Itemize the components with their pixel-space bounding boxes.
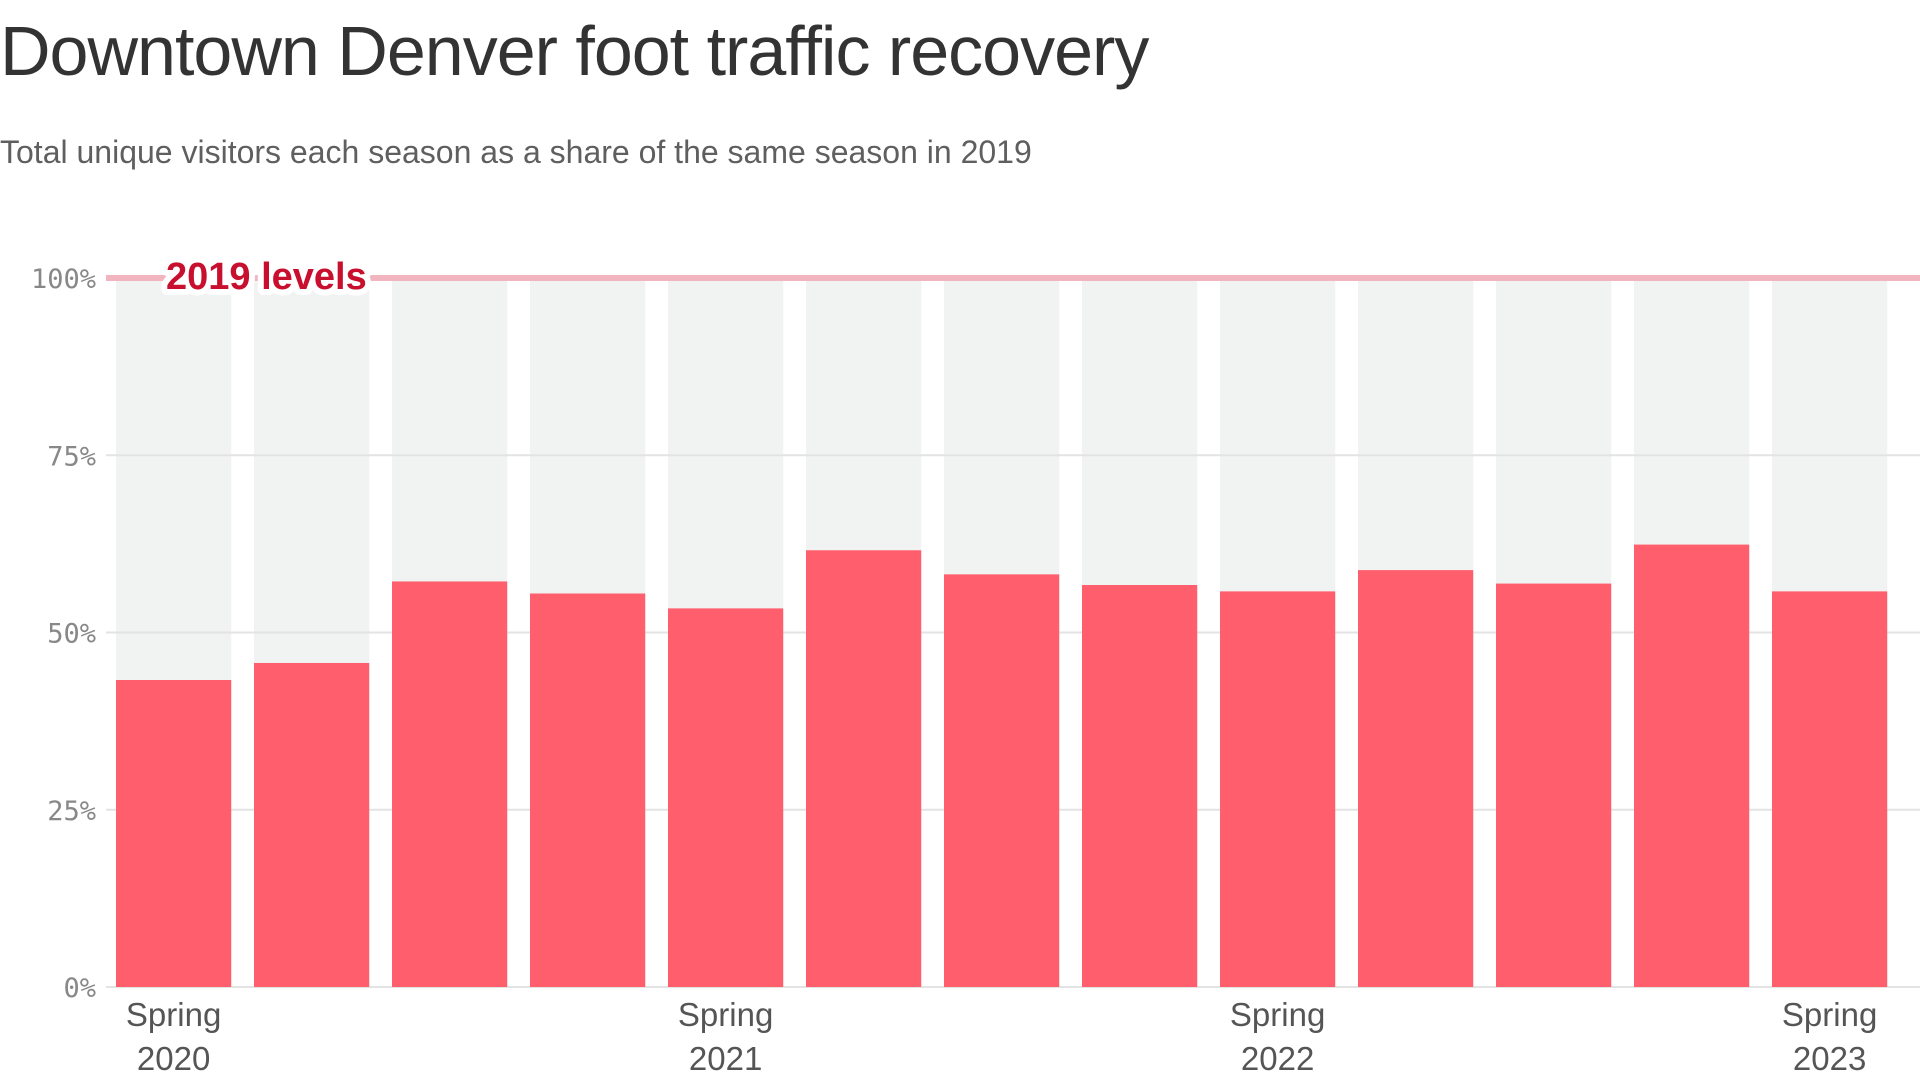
bar (392, 581, 508, 987)
y-tick-label: 0% (63, 973, 96, 1004)
bar (530, 593, 646, 987)
chart-subtitle: Total unique visitors each season as a s… (0, 134, 1032, 170)
x-tick-label: Spring 2023 (1782, 996, 1877, 1077)
bars (116, 544, 1888, 987)
bar (944, 574, 1060, 987)
bar (1772, 591, 1888, 987)
reference-line-group: 2019 levels (106, 250, 1920, 304)
x-tick-label: Spring 2021 (678, 996, 773, 1077)
y-tick-label: 100% (31, 264, 96, 295)
bar (1220, 591, 1336, 987)
x-tick-label: Spring 2020 (126, 996, 221, 1077)
y-axis: 0% 25% 50% 75% 100% (31, 264, 96, 1004)
bar (254, 662, 370, 987)
bar (116, 680, 232, 987)
y-tick-label: 50% (47, 619, 96, 650)
y-tick-label: 25% (47, 796, 96, 827)
x-tick-label: Spring 2022 (1230, 996, 1325, 1077)
bar (668, 608, 784, 987)
bar (1634, 544, 1750, 987)
chart-title: Downtown Denver foot traffic recovery (0, 12, 1149, 90)
x-axis: Spring 2020 Spring 2021 Spring 2022 Spring 2023 (126, 996, 1877, 1077)
reference-line-label: 2019 levels (166, 256, 367, 298)
y-tick-label: 75% (47, 441, 96, 472)
bar (806, 550, 922, 987)
bar (1358, 570, 1474, 987)
bar (1082, 584, 1198, 987)
bar (1496, 583, 1612, 987)
